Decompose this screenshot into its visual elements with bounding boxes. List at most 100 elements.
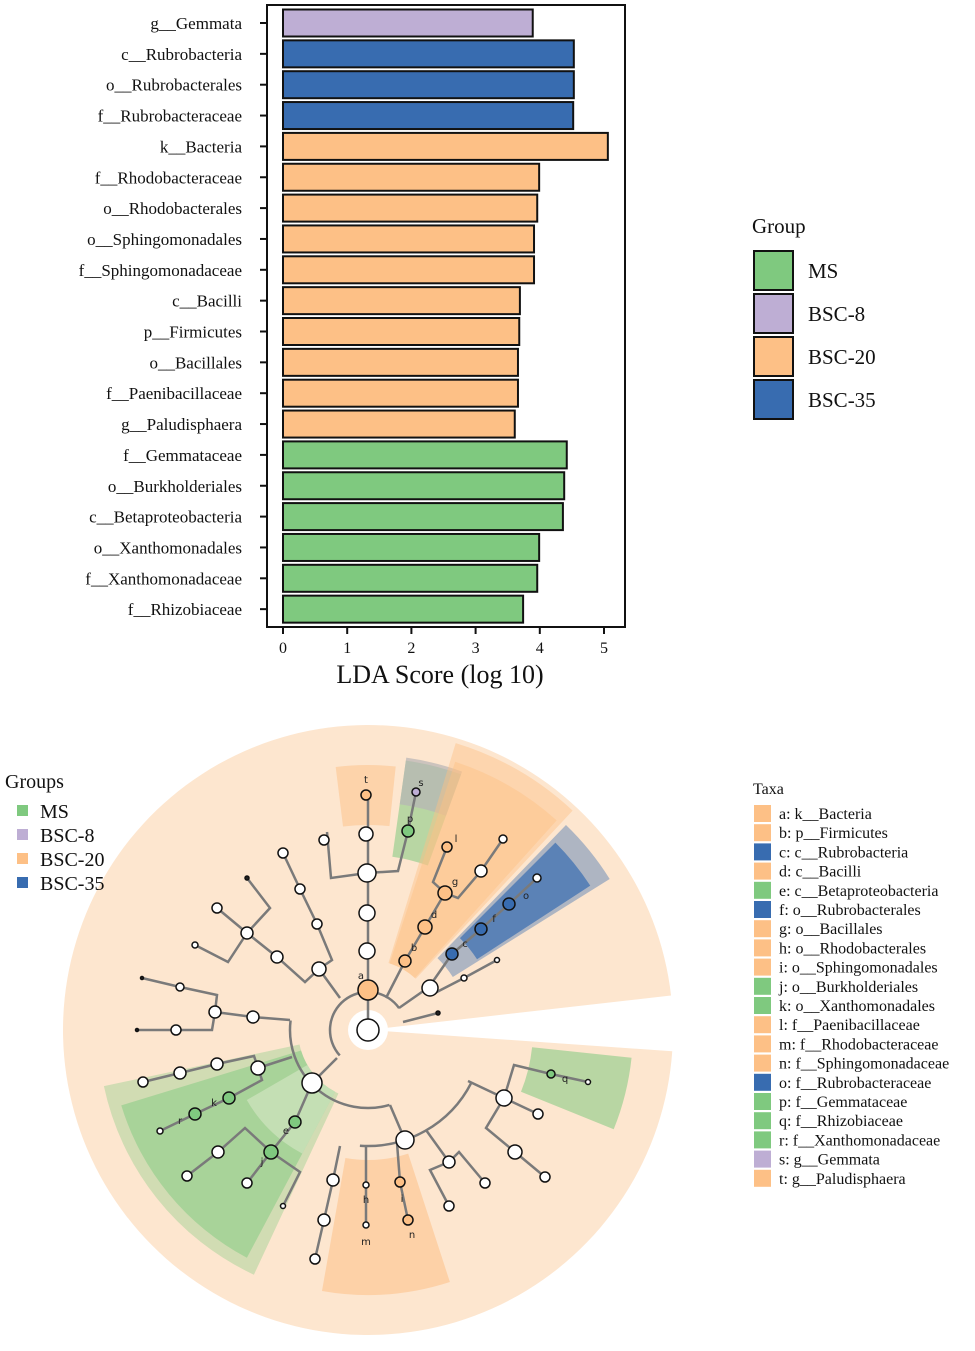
groups-legend-swatch xyxy=(17,853,28,864)
taxa-legend-label: a: k__Bacteria xyxy=(779,806,872,823)
legend-swatch xyxy=(753,336,794,377)
branch xyxy=(384,846,449,999)
bar xyxy=(282,70,575,100)
y-tick-label: k__Bacteria xyxy=(160,137,243,156)
tree-node xyxy=(139,975,145,981)
groups-legend-label: MS xyxy=(40,801,69,823)
tree-node xyxy=(411,787,421,797)
taxa-legend-swatch xyxy=(754,958,771,976)
tree-node xyxy=(211,902,223,914)
taxa-legend-swatch xyxy=(754,1169,771,1187)
y-tick-label: f__Sphingomonadaceae xyxy=(79,261,242,280)
bar xyxy=(282,286,521,316)
tree-node xyxy=(445,947,459,961)
taxa-legend-label: k: o__Xanthomonadales xyxy=(779,998,935,1015)
tree-node xyxy=(294,883,306,895)
tree-node xyxy=(474,864,488,878)
taxa-legend-swatch xyxy=(754,1112,771,1130)
bar xyxy=(282,193,539,223)
tree-node xyxy=(358,942,376,960)
tree-node xyxy=(246,1010,260,1024)
taxa-legend: Taxa a: k__Bacteria b: p__Firmicutes c: c_… xyxy=(753,781,949,1188)
x-axis-label: LDA Score (log 10) xyxy=(336,660,543,689)
y-tick-label: o__Rhodobacterales xyxy=(103,199,242,218)
tree-node xyxy=(263,1144,279,1160)
tree-node xyxy=(417,919,433,935)
sector-bsc20-outer xyxy=(388,743,573,979)
tree-node xyxy=(244,875,250,881)
groups-legend-swatch xyxy=(17,805,28,816)
node-letter-label: t xyxy=(364,775,368,786)
branch xyxy=(424,1129,451,1207)
tree-node xyxy=(175,982,185,992)
plot-frame xyxy=(266,4,626,628)
node-letter-label: b xyxy=(411,943,417,954)
tree-node xyxy=(288,1115,302,1129)
x-tick-label: 4 xyxy=(536,640,544,657)
y-tick-label: c__Betaproteobacteria xyxy=(89,508,242,527)
node-letter-label: h xyxy=(363,1195,369,1206)
tree-node xyxy=(539,1171,551,1183)
tree-node xyxy=(442,1155,456,1169)
taxa-legend-label: j: o__Burkholderiales xyxy=(778,979,918,996)
legend-swatch xyxy=(753,379,794,420)
tree-node xyxy=(279,1202,287,1210)
taxa-legend-label: e: c__Betaproteobacteria xyxy=(779,883,938,900)
taxa-legend-label: o: f__Rubrobacteraceae xyxy=(779,1075,931,1092)
taxa-legend-swatch xyxy=(754,1054,771,1072)
tree-node xyxy=(360,789,372,801)
tree-node xyxy=(277,847,289,859)
taxa-legend-swatch xyxy=(754,939,771,957)
node-letter-label: n xyxy=(409,1230,415,1241)
taxa-legend-swatch xyxy=(754,901,771,918)
legend-title: Group xyxy=(752,214,806,238)
y-tick-label: g__Gemmata xyxy=(150,14,242,33)
tree-node xyxy=(443,1200,455,1212)
groups-legend-swatch xyxy=(17,829,28,840)
taxa-legend-label: q: f__Rhizobiaceae xyxy=(779,1113,903,1130)
y-tick-label: o__Rubrobacterales xyxy=(106,76,242,95)
branch xyxy=(402,1011,439,1024)
taxa-legend-label: s: g__Gemmata xyxy=(779,1152,880,1169)
bar xyxy=(282,8,534,38)
y-tick-label: f__Rhodobacteraceae xyxy=(95,168,242,187)
tree-node xyxy=(208,1005,222,1019)
bar xyxy=(282,378,519,408)
branch xyxy=(194,932,249,964)
legend-label: BSC-20 xyxy=(808,345,876,369)
node-letter-label: o xyxy=(523,891,529,902)
bar xyxy=(282,502,564,532)
tree-node xyxy=(317,1213,331,1227)
taxa-legend-swatch xyxy=(754,920,771,938)
taxa-legend-swatch xyxy=(754,1016,771,1034)
taxa-legend-swatch xyxy=(754,1131,771,1149)
tree-node xyxy=(441,841,453,853)
tree-node xyxy=(502,897,516,911)
taxa-legend-swatch xyxy=(754,1035,771,1053)
tree-node xyxy=(137,1076,149,1088)
tree-node xyxy=(240,926,254,940)
sector-q xyxy=(520,1047,632,1130)
groups-legend-label: BSC-35 xyxy=(40,873,104,895)
y-tick-label: f__Rubrobacteraceae xyxy=(98,107,242,126)
bar xyxy=(282,162,541,192)
tree-node xyxy=(460,974,468,982)
tree-node xyxy=(357,863,377,883)
tree-node xyxy=(134,1027,140,1033)
branch xyxy=(484,1097,546,1178)
tree-node xyxy=(479,1177,491,1189)
tree-node xyxy=(250,1060,266,1076)
node-letter-label: a xyxy=(358,971,364,982)
sector-bsc35 xyxy=(459,842,591,960)
bar xyxy=(282,563,539,593)
tree-node xyxy=(421,979,439,997)
tree-node xyxy=(532,1108,544,1120)
x-tick-label: 1 xyxy=(343,640,351,657)
tree-node xyxy=(241,1177,253,1189)
tree-node xyxy=(173,1066,187,1080)
node-letter-label: s xyxy=(418,778,423,789)
legend-swatch xyxy=(753,293,794,334)
x-tick-label: 3 xyxy=(472,640,480,657)
legend-label: MS xyxy=(808,259,838,283)
